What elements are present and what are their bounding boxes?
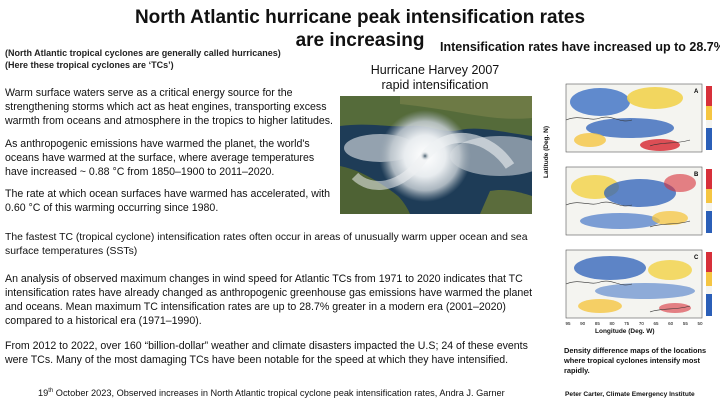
citation-suffix: th	[48, 387, 54, 394]
note-tcs: (Here these tropical cyclones are ‘TCs’)	[5, 60, 174, 70]
map-x-tick-label: 95	[565, 321, 571, 326]
paragraph-analysis: An analysis of observed maximum changes …	[5, 273, 533, 327]
hurricane-satellite-image	[340, 96, 532, 214]
map-panel-label-a: A	[694, 89, 699, 95]
paragraph-ocean-warming: As anthropogenic emissions have warmed t…	[5, 138, 315, 178]
map-panel-label-c: C	[694, 255, 699, 261]
paragraph-warming-rate: The rate at which ocean surfaces have wa…	[5, 188, 331, 214]
headline: Intensification rates have increased up …	[440, 40, 720, 54]
map-x-tick-label: 75	[624, 321, 630, 326]
map-y-axis-label: Latitude (Deg. N)	[543, 126, 550, 178]
credit: Peter Carter, Climate Emergency Institut…	[565, 391, 695, 398]
map-x-tick-label: 70	[639, 321, 645, 326]
map-x-tick-label: 80	[609, 321, 615, 326]
map-x-ticks: 95 90 85 80 75 70 65 60 55 50	[565, 321, 703, 326]
density-map-b: B	[560, 163, 720, 245]
slide-title: North Atlantic hurricane peak intensific…	[134, 7, 586, 51]
map-x-tick-label: 60	[668, 321, 674, 326]
map-x-tick-label: 85	[595, 321, 601, 326]
map-panel-label-b: B	[694, 172, 699, 178]
map-x-tick-label: 55	[683, 321, 689, 326]
paragraph-energy-source: Warm surface waters serve as a critical …	[5, 87, 333, 127]
map-x-tick-label: 65	[653, 321, 659, 326]
density-map-a: A	[560, 80, 720, 162]
photo-caption-line1: Hurricane Harvey 2007	[370, 63, 500, 77]
map-x-axis-label: Longitude (Deg. W)	[595, 328, 655, 335]
map-x-tick-label: 50	[697, 321, 703, 326]
citation-day: 19	[38, 388, 49, 398]
citation: 19th October 2023, Observed increases in…	[38, 388, 505, 398]
photo-caption: Hurricane Harvey 2007 rapid intensificat…	[340, 63, 530, 93]
note-hurricanes: (North Atlantic tropical cyclones are ge…	[5, 48, 281, 58]
map-x-tick-label: 90	[580, 321, 586, 326]
paragraph-fastest-rates: The fastest TC (tropical cyclone) intens…	[5, 232, 528, 257]
paragraph-disasters: From 2012 to 2022, over 160 “billion-dol…	[5, 340, 528, 366]
map-caption: Density difference maps of the locations…	[564, 346, 707, 375]
citation-text: October 2023, Observed increases in Nort…	[53, 388, 505, 398]
photo-caption-line2: rapid intensification	[381, 78, 489, 92]
density-map-c: C 95 90 85 80 75 70 65 60 55 50	[560, 246, 720, 328]
